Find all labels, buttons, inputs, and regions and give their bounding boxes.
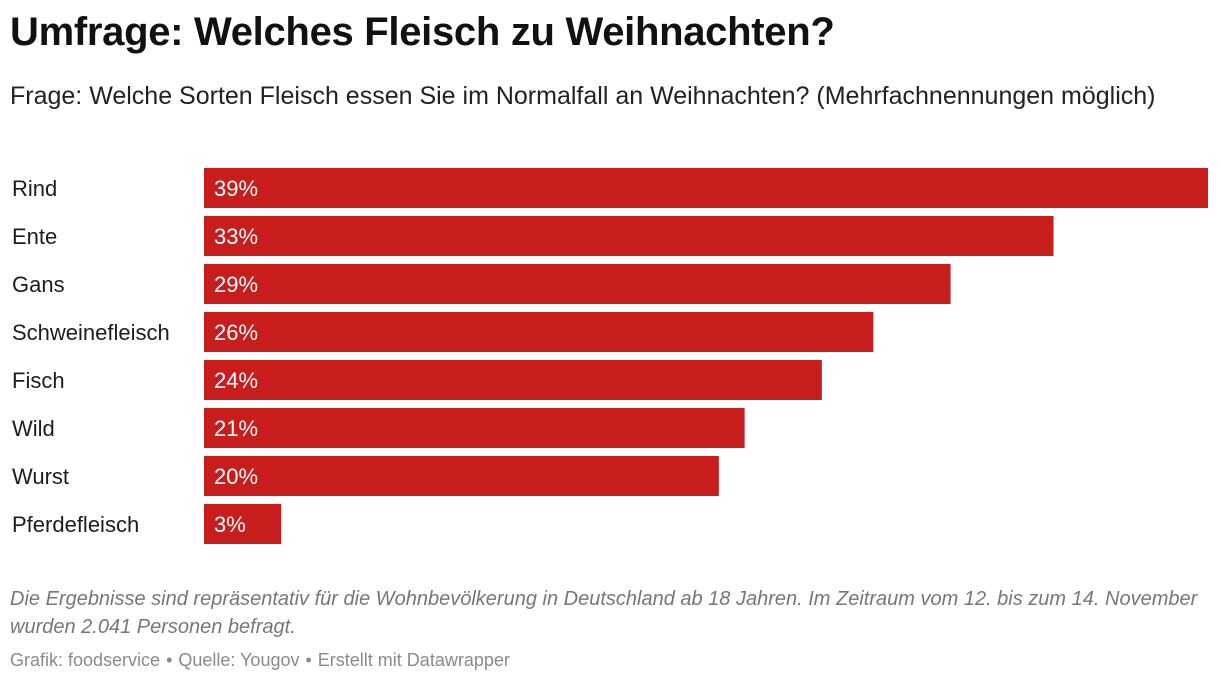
bar bbox=[204, 504, 282, 544]
bar-value-label: 26% bbox=[214, 320, 258, 345]
chart-subtitle: Frage: Welche Sorten Fleisch essen Sie i… bbox=[10, 82, 1156, 110]
bar bbox=[204, 168, 1208, 208]
chart-footer: Grafik: foodservice • Quelle: Yougov • Erste… bbox=[10, 650, 510, 671]
bar-value-label: 24% bbox=[214, 368, 258, 393]
bar bbox=[204, 312, 874, 352]
category-label: Ente bbox=[12, 224, 57, 249]
bar bbox=[204, 264, 951, 304]
category-label: Wurst bbox=[12, 464, 69, 489]
bar-value-label: 29% bbox=[214, 272, 258, 297]
footer-separator: • bbox=[305, 650, 312, 670]
bar-value-label: 20% bbox=[214, 464, 258, 489]
category-label: Schweinefleisch bbox=[12, 320, 170, 345]
bar-value-label: 33% bbox=[214, 224, 258, 249]
category-label: Pferdefleisch bbox=[12, 512, 139, 537]
category-label: Rind bbox=[12, 176, 57, 201]
bar bbox=[204, 216, 1054, 256]
chart-notes: Die Ergebnisse sind repräsentativ für di… bbox=[10, 588, 1198, 638]
bar bbox=[204, 408, 745, 448]
credit-text: Grafik: foodservice bbox=[10, 650, 161, 670]
category-label: Wild bbox=[12, 416, 55, 441]
footer-separator: • bbox=[166, 650, 173, 670]
category-label: Gans bbox=[12, 272, 65, 297]
bar bbox=[204, 360, 822, 400]
chart-title: Umfrage: Welches Fleisch zu Weihnachten? bbox=[10, 10, 835, 54]
bar bbox=[204, 456, 719, 496]
bar-value-label: 39% bbox=[214, 176, 258, 201]
made-with-text: Erstellt mit Datawrapper bbox=[317, 650, 510, 670]
bar-chart: Rind 39% Ente 33% Gans 29% Schweinefleisch 26% F… bbox=[12, 168, 1208, 544]
category-label: Fisch bbox=[12, 368, 65, 393]
source-text: Quelle: Yougov bbox=[178, 650, 300, 670]
bar-value-label: 3% bbox=[214, 512, 246, 537]
bar-value-label: 21% bbox=[214, 416, 258, 441]
